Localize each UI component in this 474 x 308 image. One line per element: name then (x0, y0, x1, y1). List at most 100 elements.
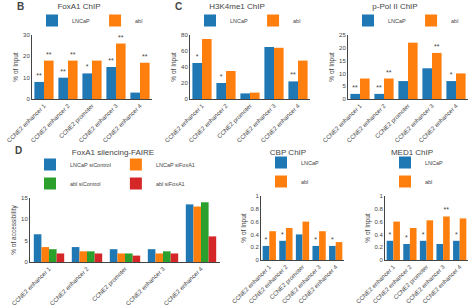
svg-text:% of Input: % of Input (12, 52, 20, 81)
svg-text:40: 40 (181, 64, 188, 70)
svg-text:CCNE2 enhancer 3: CCNE2 enhancer 3 (125, 265, 167, 307)
svg-text:10: 10 (339, 71, 346, 77)
svg-text:CBP ChIP: CBP ChIP (270, 148, 306, 157)
svg-text:p-Pol II ChIP: p-Pol II ChIP (372, 2, 417, 11)
svg-text:CCNE2 enhancer 4: CCNE2 enhancer 4 (260, 102, 302, 144)
svg-text:LNCaP siControl: LNCaP siControl (70, 162, 111, 168)
svg-text:0: 0 (184, 96, 188, 102)
svg-text:LNCaP: LNCaP (388, 18, 406, 24)
svg-text:10: 10 (21, 216, 28, 222)
svg-text:abl: abl (293, 18, 300, 24)
svg-text:D: D (15, 146, 22, 156)
svg-text:80: 80 (181, 32, 188, 38)
svg-text:CCNE2 enhancer 2: CCNE2 enhancer 2 (372, 263, 414, 305)
svg-text:CCNE2 enhancer 1: CCNE2 enhancer 1 (11, 265, 53, 307)
svg-text:CCNE2 enhancer 2: CCNE2 enhancer 2 (248, 263, 290, 305)
svg-text:CCNE2 enhancer 1: CCNE2 enhancer 1 (6, 102, 48, 144)
svg-text:15: 15 (21, 195, 28, 201)
svg-text:MED1 ChIP: MED1 ChIP (391, 148, 433, 157)
svg-text:**: ** (142, 53, 148, 60)
svg-text:B: B (17, 1, 24, 12)
svg-text:5: 5 (24, 238, 28, 244)
svg-text:CCNE2 enhancer 1: CCNE2 enhancer 1 (355, 263, 397, 305)
svg-text:CCNE2 promoter: CCNE2 promoter (393, 264, 430, 301)
svg-text:**: ** (46, 51, 52, 58)
svg-text:0.6: 0.6 (374, 219, 383, 225)
svg-text:CCNE2 enhancer 3: CCNE2 enhancer 3 (281, 263, 323, 305)
svg-text:FoxA1 ChIP: FoxA1 ChIP (57, 2, 100, 11)
svg-text:abl siControl: abl siControl (70, 181, 101, 187)
svg-text:% of accessibility: % of accessibility (10, 205, 18, 255)
svg-text:LNCaP: LNCaP (72, 18, 90, 24)
svg-text:**: ** (290, 71, 296, 78)
svg-text:CCNE2 promoter: CCNE2 promoter (269, 264, 306, 301)
svg-text:*: * (196, 53, 199, 60)
svg-text:LNCaP siFoxA1: LNCaP siFoxA1 (156, 162, 195, 168)
svg-text:CCNE2 enhancer 3: CCNE2 enhancer 3 (405, 263, 447, 305)
svg-text:15: 15 (339, 58, 346, 64)
svg-text:LNCaP: LNCaP (425, 160, 443, 166)
svg-text:CCNE2 enhancer 2: CCNE2 enhancer 2 (188, 102, 230, 144)
svg-text:0.4: 0.4 (250, 232, 259, 238)
svg-text:**: ** (108, 57, 114, 64)
svg-text:CCNE2 enhancer 1: CCNE2 enhancer 1 (322, 102, 364, 144)
svg-text:*: * (450, 71, 453, 78)
svg-text:60: 60 (181, 48, 188, 54)
svg-text:1: 1 (379, 193, 383, 199)
svg-text:CCNE2 enhancer 3: CCNE2 enhancer 3 (78, 102, 120, 144)
svg-text:*: * (422, 231, 425, 238)
svg-text:abl: abl (425, 179, 432, 185)
svg-text:CCNE2 promoter: CCNE2 promoter (58, 103, 95, 140)
svg-text:**: ** (434, 43, 440, 50)
svg-text:*: * (86, 63, 89, 70)
svg-text:CCNE2 enhancer 4: CCNE2 enhancer 4 (102, 102, 144, 144)
svg-text:CCNE2 promoter: CCNE2 promoter (374, 103, 411, 140)
svg-text:**: ** (118, 34, 124, 41)
svg-text:CCNE2 promoter: CCNE2 promoter (91, 266, 128, 303)
svg-text:CCNE2 enhancer 3: CCNE2 enhancer 3 (394, 102, 436, 144)
svg-text:0.2: 0.2 (250, 244, 259, 250)
svg-text:% of Input: % of Input (364, 213, 372, 242)
svg-text:0.8: 0.8 (250, 206, 259, 212)
svg-text:**: ** (444, 206, 450, 213)
svg-text:30: 30 (23, 32, 30, 38)
svg-text:0.2: 0.2 (374, 244, 383, 250)
svg-text:C: C (175, 1, 182, 12)
svg-text:LNCaP: LNCaP (230, 18, 248, 24)
svg-text:CCNE2 enhancer 1: CCNE2 enhancer 1 (231, 263, 273, 305)
svg-text:H3K4me1 ChIP: H3K4me1 ChIP (209, 2, 265, 11)
svg-text:20: 20 (339, 45, 346, 51)
svg-text:1: 1 (255, 193, 259, 199)
svg-text:CCNE2 enhancer 2: CCNE2 enhancer 2 (30, 102, 72, 144)
svg-text:20: 20 (23, 53, 30, 59)
svg-text:0: 0 (379, 257, 383, 263)
svg-text:0.4: 0.4 (374, 232, 383, 238)
svg-text:0.8: 0.8 (374, 206, 383, 212)
svg-text:CCNE2 enhancer 2: CCNE2 enhancer 2 (49, 265, 91, 307)
svg-text:FoxA1 silencing-FAIRE: FoxA1 silencing-FAIRE (72, 148, 154, 157)
svg-text:LNCaP: LNCaP (301, 160, 319, 166)
svg-text:abl: abl (451, 18, 458, 24)
svg-text:25: 25 (339, 32, 346, 38)
svg-text:CCNE2 enhancer 4: CCNE2 enhancer 4 (421, 263, 463, 305)
svg-text:**: ** (352, 84, 358, 91)
svg-text:0: 0 (24, 259, 28, 265)
svg-text:10: 10 (23, 75, 30, 81)
svg-text:*: * (281, 231, 284, 238)
svg-text:abl: abl (301, 179, 308, 185)
svg-text:% of Input: % of Input (240, 213, 248, 242)
svg-text:abl siFoxA1: abl siFoxA1 (156, 181, 185, 187)
svg-text:*: * (455, 231, 458, 238)
svg-text:20: 20 (181, 80, 188, 86)
svg-text:CCNE2 enhancer 1: CCNE2 enhancer 1 (164, 102, 206, 144)
svg-text:**: ** (70, 51, 76, 58)
svg-text:% of Input: % of Input (170, 52, 178, 81)
svg-text:*: * (331, 236, 334, 243)
svg-text:CCNE2 enhancer 4: CCNE2 enhancer 4 (418, 102, 460, 144)
svg-text:CCNE2 enhancer 4: CCNE2 enhancer 4 (297, 263, 339, 305)
svg-text:CCNE2 enhancer 2: CCNE2 enhancer 2 (346, 102, 388, 144)
svg-text:% of Input: % of Input (328, 52, 336, 81)
svg-text:**: ** (376, 84, 382, 91)
svg-text:CCNE2 enhancer 3: CCNE2 enhancer 3 (236, 102, 278, 144)
svg-text:*: * (388, 231, 391, 238)
